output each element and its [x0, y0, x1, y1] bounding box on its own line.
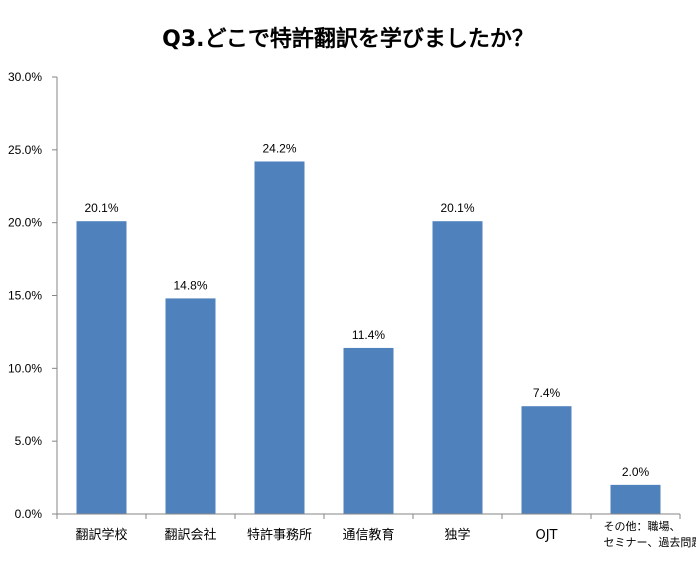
bar	[254, 161, 305, 514]
x-category-label: 翻訳学校	[75, 527, 127, 543]
x-category-label: 特許事務所	[247, 528, 312, 543]
y-axis: 0.0% 5.0% 10.0% 15.0% 20.0% 25.0% 30.0%	[8, 70, 58, 521]
data-label: 20.1%	[440, 201, 474, 215]
y-tick-label: 15.0%	[8, 289, 42, 303]
x-category-label: セミナー、過去問題等	[604, 535, 696, 549]
data-label: 11.4%	[352, 328, 385, 342]
data-label: 7.4%	[533, 386, 561, 400]
y-tick-label: 20.0%	[8, 216, 42, 230]
x-category-label: その他：職場、	[604, 520, 681, 533]
bar	[610, 484, 661, 514]
data-label: 20.1%	[84, 201, 118, 215]
x-category-label: 翻訳会社	[164, 527, 216, 543]
bar	[76, 221, 127, 514]
bar	[165, 298, 216, 514]
x-category-label: OJT	[535, 528, 557, 543]
bar-series: 20.1% 14.8% 24.2% 11.4% 20.1% 7.4% 2.0%	[76, 141, 661, 514]
y-tick-label: 5.0%	[15, 434, 43, 448]
data-label: 24.2%	[262, 141, 296, 155]
x-category-label: 独学	[444, 527, 470, 543]
x-category-label: 通信教育	[342, 527, 394, 543]
chart-title: Q3.どこで特許翻訳を学びましたか？	[162, 26, 534, 52]
bar	[521, 406, 572, 514]
y-tick-label: 30.0%	[8, 70, 42, 84]
y-tick-label: 0.0%	[15, 507, 43, 521]
y-tick-label: 10.0%	[8, 361, 42, 375]
y-tick-label: 25.0%	[8, 143, 42, 157]
data-label: 14.8%	[173, 278, 207, 292]
data-label: 2.0%	[622, 465, 650, 479]
x-axis: 翻訳学校 翻訳会社 特許事務所 通信教育 独学 OJT その他：職場、セミナー、過去問題等	[56, 513, 696, 549]
bar	[343, 347, 394, 514]
bar	[432, 221, 483, 514]
